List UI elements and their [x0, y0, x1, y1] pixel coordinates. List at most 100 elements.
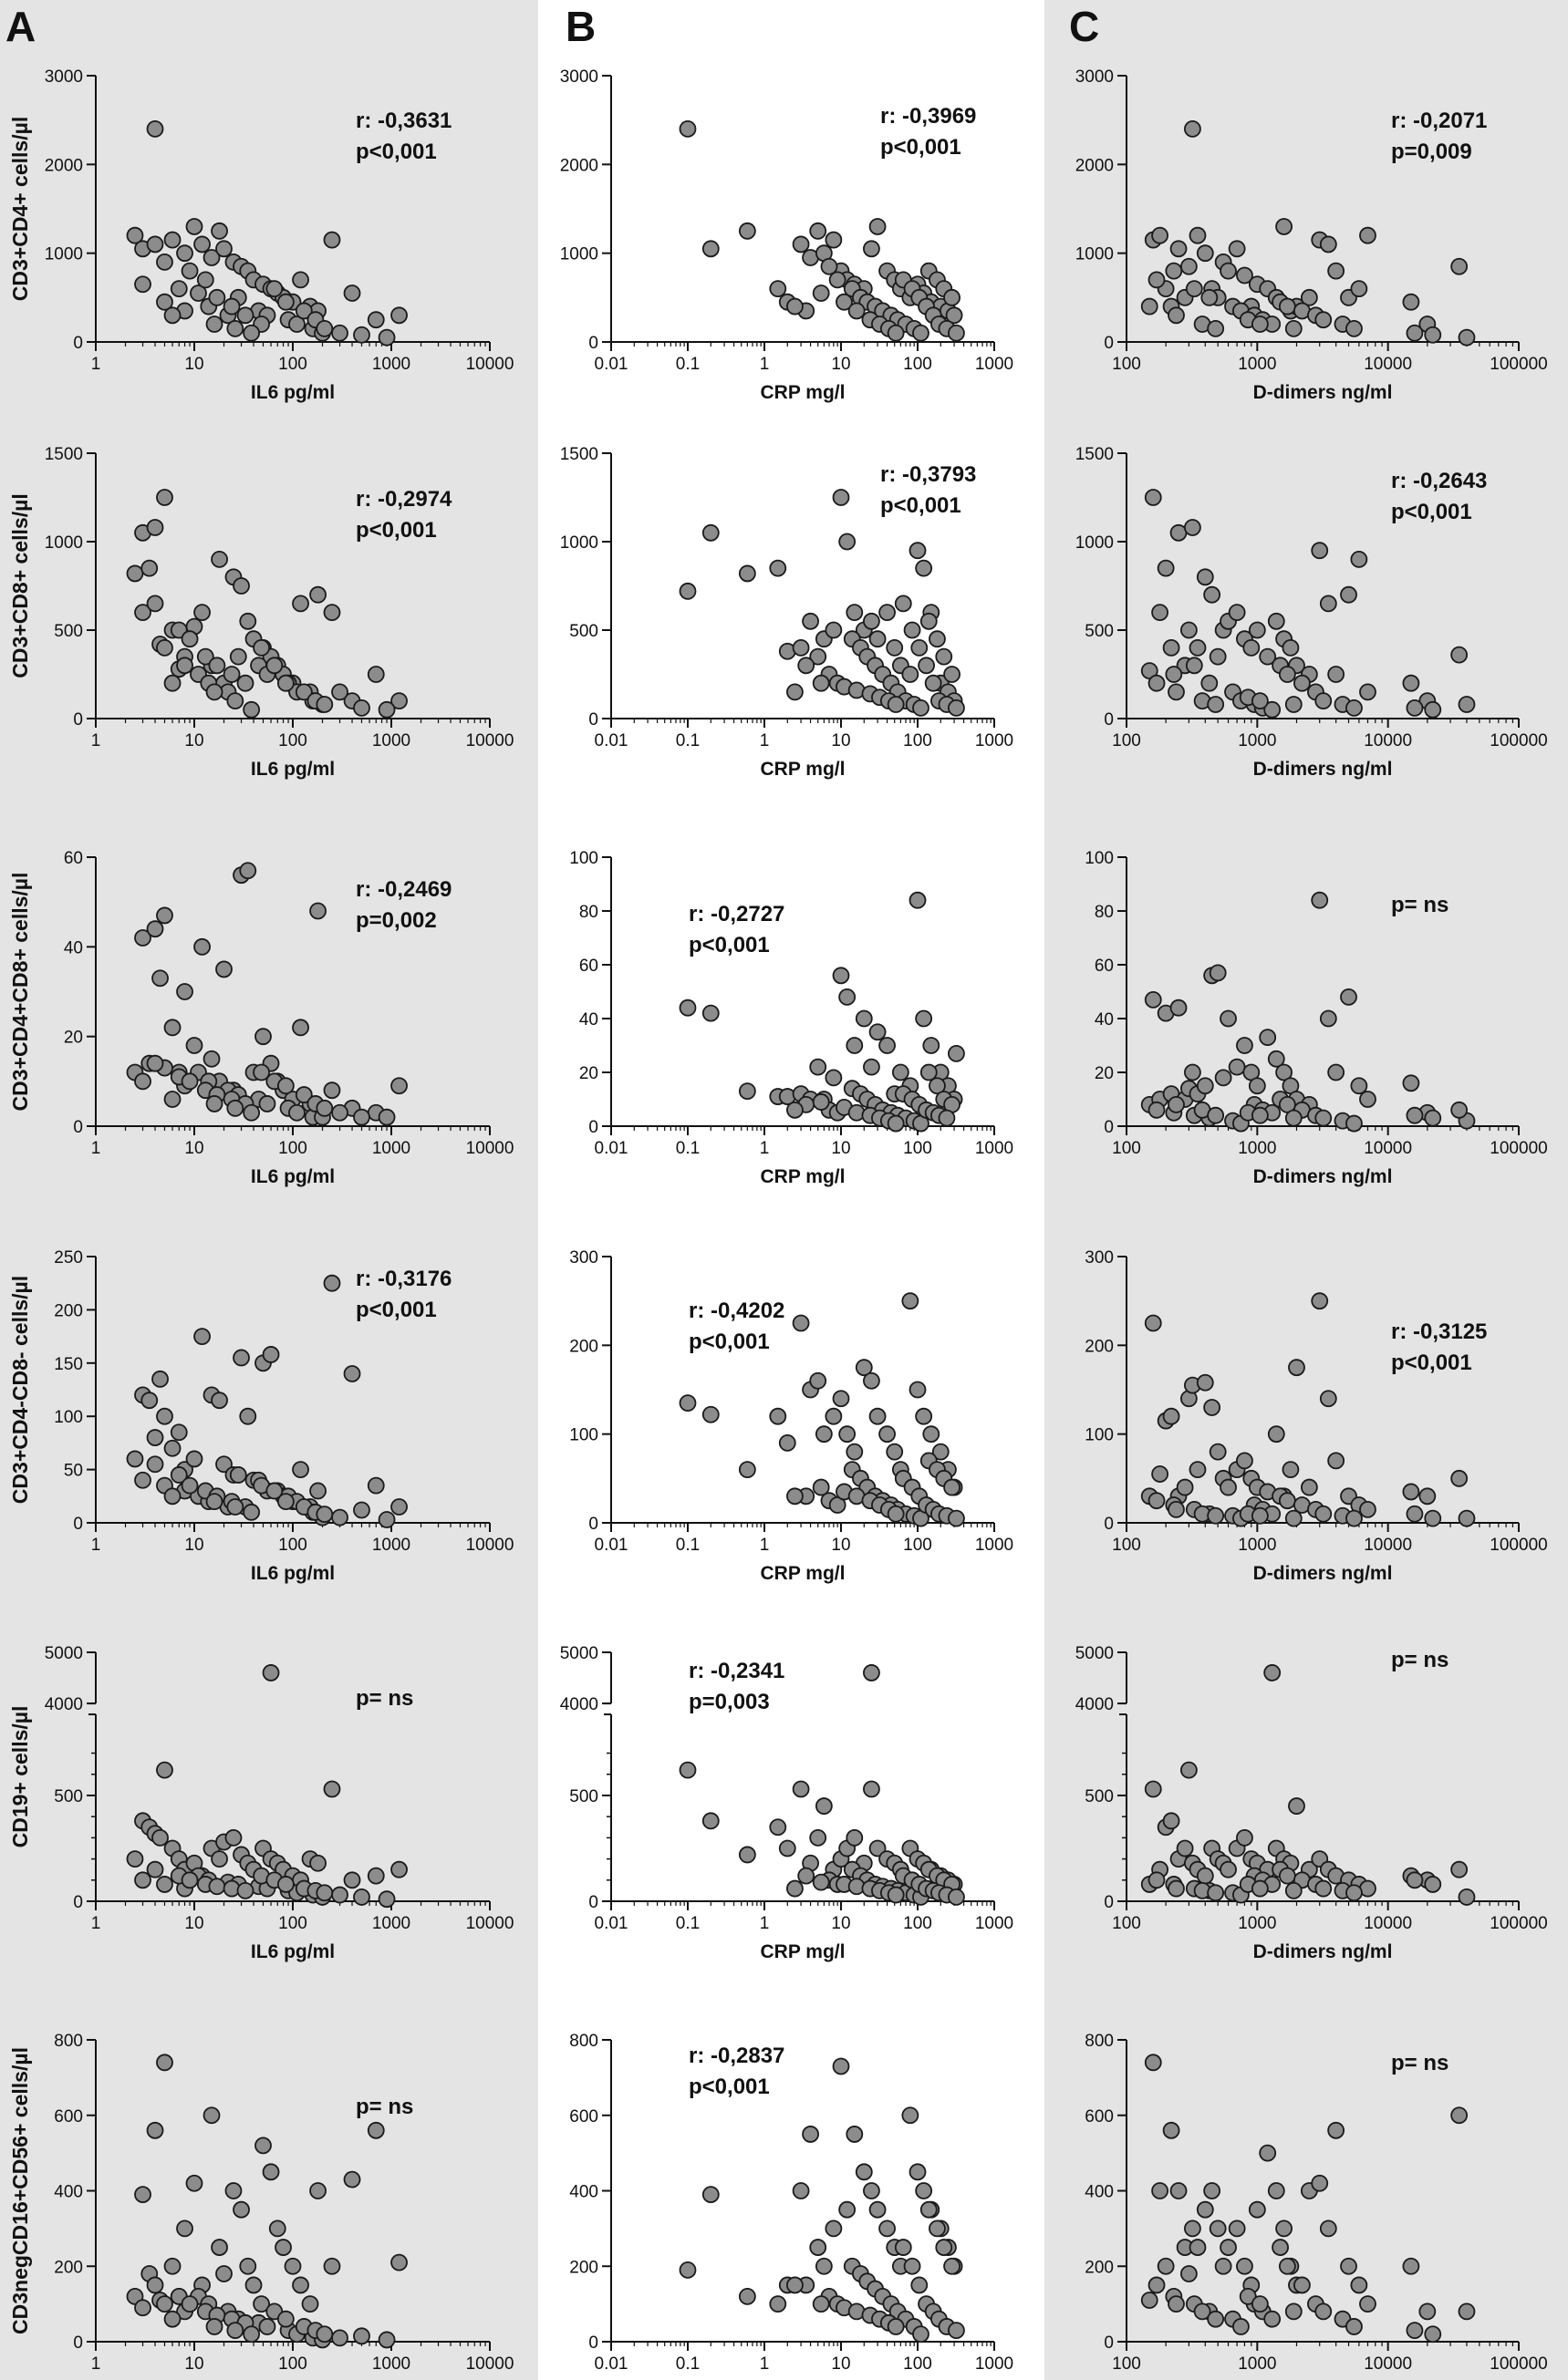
data-point: [901, 666, 919, 683]
data-point: [792, 639, 810, 657]
data-point: [208, 1878, 226, 1896]
data-point: [1293, 674, 1311, 692]
data-point: [353, 1108, 370, 1126]
x-tick-label: 1: [91, 2354, 101, 2374]
data-point: [1267, 612, 1285, 630]
data-point: [786, 683, 804, 701]
data-point: [922, 1425, 940, 1444]
stat-annotation: p<0,001: [1391, 500, 1472, 524]
data-point: [863, 1058, 880, 1076]
y-tick-label: 200: [569, 1337, 598, 1356]
data-point: [156, 253, 173, 271]
y-tick-label: 4000: [560, 1695, 598, 1714]
data-point: [1406, 324, 1424, 342]
data-point: [1189, 639, 1207, 657]
data-point: [878, 1037, 896, 1054]
data-point: [140, 1392, 159, 1410]
data-point: [353, 1888, 370, 1906]
x-tick-label: 10000: [1364, 1139, 1412, 1158]
data-point: [855, 1359, 873, 1377]
data-point: [309, 902, 327, 920]
data-point: [887, 324, 905, 342]
data-point: [367, 2121, 385, 2139]
y-tick-label: 200: [1085, 2258, 1114, 2277]
stat-annotation: p= ns: [1391, 2051, 1449, 2075]
data-point: [163, 1487, 182, 1506]
data-point: [316, 2325, 334, 2344]
y-tick-label: 800: [569, 2032, 598, 2051]
y-tick-label: 5000: [560, 1644, 598, 1663]
data-point: [1236, 2257, 1253, 2275]
stat-annotation: p= ns: [1391, 1648, 1449, 1672]
data-point: [1207, 1106, 1225, 1124]
x-tick-label: 100: [1112, 355, 1141, 374]
chart-b1: 0 1000 2000 3000 0.01 0.1 1 10 100 1000 CRP mg/l r:…: [560, 67, 1013, 403]
data-point: [390, 306, 408, 325]
data-point: [323, 604, 341, 621]
data-point: [943, 288, 961, 306]
data-point: [163, 2257, 182, 2275]
data-point: [1359, 2295, 1376, 2313]
data-point: [224, 2182, 243, 2199]
data-point: [1184, 2220, 1201, 2238]
x-tick-label: 100: [278, 731, 307, 750]
data-point: [156, 1761, 173, 1779]
data-point: [929, 1077, 946, 1095]
data-point: [1151, 2182, 1168, 2199]
data-point: [236, 306, 254, 325]
data-point: [1288, 1359, 1305, 1377]
data-point: [868, 1023, 887, 1041]
y-tick-label: 50: [64, 1462, 83, 1481]
data-point: [126, 226, 144, 244]
panel-label-c: C: [1069, 3, 1100, 50]
y-tick-label: 2000: [1075, 156, 1114, 175]
data-point: [838, 2200, 857, 2219]
data-point: [1458, 2302, 1476, 2321]
x-tick-label: 0.01: [595, 355, 628, 374]
data-point: [919, 2200, 938, 2219]
data-point: [868, 2200, 887, 2219]
data-point: [323, 1780, 341, 1798]
data-point: [146, 1860, 164, 1878]
data-point: [1169, 2182, 1188, 2199]
y-tick-label: 20: [64, 1029, 83, 1048]
data-point: [918, 657, 935, 675]
data-point: [802, 612, 819, 630]
data-point: [170, 1423, 188, 1442]
x-tick-label: 1: [91, 355, 101, 374]
data-point: [316, 1506, 334, 1524]
data-point-outlier: [1263, 1664, 1282, 1682]
data-point: [1402, 1074, 1420, 1092]
data-point: [809, 1828, 827, 1847]
data-point: [215, 240, 233, 258]
data-point: [134, 929, 151, 947]
y-tick-label: 500: [569, 622, 598, 641]
data-point: [243, 1103, 261, 1122]
data-point: [825, 1407, 843, 1425]
data-point: [163, 1019, 182, 1037]
data-point: [1207, 319, 1225, 337]
data-point: [292, 1461, 309, 1478]
data-point: [1267, 1425, 1285, 1444]
data-point: [1458, 328, 1476, 347]
x-tick-label: 1: [91, 731, 101, 750]
x-axis-label: CRP mg/l: [761, 1166, 846, 1187]
data-point: [1144, 489, 1162, 506]
chart-a2: 0 500 1000 1500 1 10 100 1000 10000 IL6 pg/ml CD3+…: [8, 445, 514, 780]
data-point: [1327, 1452, 1345, 1470]
stat-annotation: r: -0,3125: [1391, 1319, 1487, 1344]
data-point: [1424, 1109, 1442, 1127]
stat-annotation: p= ns: [1391, 893, 1449, 917]
data-point: [1236, 1828, 1253, 1847]
x-tick-label: 1: [760, 1914, 770, 1933]
y-tick-label: 500: [569, 1787, 598, 1806]
x-tick-label: 0.1: [676, 1139, 700, 1158]
data-point: [1327, 1063, 1345, 1081]
data-point: [1450, 1469, 1469, 1487]
y-axis-label: CD3+CD4+CD8+ cells/µl: [8, 873, 32, 1112]
data-point: [276, 2310, 295, 2328]
x-tick-label: 1000: [1238, 1139, 1276, 1158]
data-point: [262, 2163, 280, 2181]
y-tick-label: 800: [1085, 2032, 1114, 2051]
y-axis-label: CD3+CD4+ cells/µl: [8, 117, 32, 301]
